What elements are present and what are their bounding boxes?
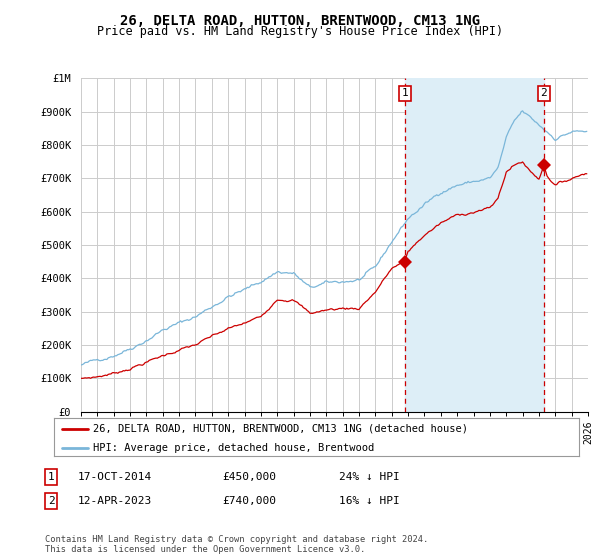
Text: 24% ↓ HPI: 24% ↓ HPI — [339, 472, 400, 482]
Text: 1: 1 — [401, 88, 408, 99]
Bar — [404, 78, 544, 412]
Text: Contains HM Land Registry data © Crown copyright and database right 2024.
This d: Contains HM Land Registry data © Crown c… — [45, 535, 428, 554]
Text: 26, DELTA ROAD, HUTTON, BRENTWOOD, CM13 1NG (detached house): 26, DELTA ROAD, HUTTON, BRENTWOOD, CM13 … — [94, 423, 469, 433]
Text: 16% ↓ HPI: 16% ↓ HPI — [339, 496, 400, 506]
Text: HPI: Average price, detached house, Brentwood: HPI: Average price, detached house, Bren… — [94, 443, 374, 453]
Text: 12-APR-2023: 12-APR-2023 — [78, 496, 152, 506]
Text: £740,000: £740,000 — [222, 496, 276, 506]
Text: 26, DELTA ROAD, HUTTON, BRENTWOOD, CM13 1NG: 26, DELTA ROAD, HUTTON, BRENTWOOD, CM13 … — [120, 14, 480, 28]
Text: 1: 1 — [47, 472, 55, 482]
Text: 17-OCT-2014: 17-OCT-2014 — [78, 472, 152, 482]
Text: 2: 2 — [541, 88, 547, 99]
Text: 2: 2 — [47, 496, 55, 506]
Text: Price paid vs. HM Land Registry's House Price Index (HPI): Price paid vs. HM Land Registry's House … — [97, 25, 503, 39]
Text: £450,000: £450,000 — [222, 472, 276, 482]
